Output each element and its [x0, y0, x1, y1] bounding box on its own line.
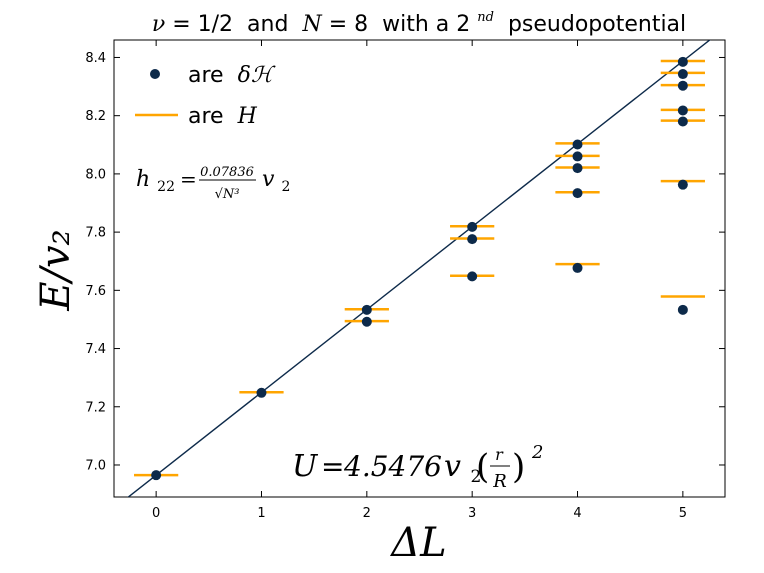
dh-point: [677, 304, 688, 315]
legend-entry-h-math: H: [237, 104, 258, 129]
y-tick-label: 7.6: [85, 284, 106, 299]
dh-point: [467, 271, 478, 282]
dh-point: [677, 69, 688, 80]
u-coef: 4.5476: [343, 450, 442, 483]
y-tick-label: 8.2: [85, 109, 106, 124]
u-eq: =: [321, 450, 344, 483]
h22-numerator: 0.07836: [200, 165, 254, 180]
h22-denominator: √N³: [215, 187, 240, 202]
dh-point: [677, 179, 688, 190]
u-frac-num: r: [495, 445, 504, 464]
title-nu-value: 1/2: [198, 12, 233, 37]
title-nu: ν: [152, 12, 165, 37]
x-tick-label: 4: [573, 506, 581, 521]
x-tick-label: 0: [152, 506, 160, 521]
title-superscript: nd: [477, 10, 494, 25]
plot-frame: [113, 39, 726, 498]
dh-point: [572, 262, 583, 273]
u-v-symbol: v: [444, 449, 461, 484]
title-rest: pseudopotential: [501, 12, 686, 37]
title-with: with a 2: [375, 12, 470, 37]
legend-entry-dh: are δℋ: [188, 63, 276, 88]
u-paren-left: (: [476, 447, 489, 487]
dh-point: [467, 221, 478, 232]
dh-point: [677, 80, 688, 91]
fit-line: [127, 40, 711, 497]
dh-point: [572, 151, 583, 162]
title-and: and: [240, 12, 295, 37]
h22-rhs: v 2: [262, 167, 290, 195]
u-paren-right: ): [512, 447, 525, 487]
title-n-value: 8: [354, 12, 368, 37]
y-axis-label: E/v₂: [33, 229, 79, 311]
u-v-sub: 2: [471, 467, 482, 487]
u-exp: 2: [531, 442, 543, 463]
title-n: N: [301, 12, 322, 37]
dh-point: [361, 304, 372, 315]
h22-eq: =: [180, 167, 197, 191]
h22-lhs-sub: 22: [157, 179, 175, 195]
dh-point: [151, 470, 162, 481]
y-tick-label: 8.4: [85, 51, 106, 66]
legend-entry-h-prefix: are: [188, 104, 231, 129]
dh-point: [677, 116, 688, 127]
dh-point: [256, 387, 267, 398]
dh-point: [572, 188, 583, 199]
legend-entry-dh-prefix: are: [188, 63, 231, 88]
y-tick-label: 7.2: [85, 400, 106, 415]
dh-point: [572, 139, 583, 150]
legend-dot-marker: [150, 69, 160, 79]
dh-point: [677, 105, 688, 116]
fit-layer: [127, 40, 711, 497]
y-tick-label: 8.0: [85, 167, 106, 182]
y-tick-label: 7.8: [85, 226, 106, 241]
x-axis-label: ΔL: [389, 520, 446, 566]
x-tick-label: 2: [363, 506, 371, 521]
h22-rhs-symbol: v: [262, 167, 275, 192]
dh-point: [677, 56, 688, 67]
legend-entry-h: are H: [188, 104, 258, 129]
legend-entry-dh-math: δℋ: [238, 63, 276, 88]
u-lhs: U: [292, 449, 319, 484]
dh-point: [572, 163, 583, 174]
y-tick-label: 7.4: [85, 342, 106, 357]
y-tick-label: 7.0: [85, 458, 106, 473]
u-frac-den: R: [492, 471, 507, 492]
u-annotation: U = 4.5476 v 2 ( r R ) 2: [292, 442, 543, 492]
x-tick-label: 5: [679, 506, 687, 521]
x-tick-label: 3: [468, 506, 476, 521]
h22-rhs-sub: 2: [281, 179, 290, 195]
dh-series-layer: [151, 56, 688, 481]
h22-annotation: h 22 = 0.07836 √N³ v 2: [136, 165, 290, 202]
dh-point: [467, 234, 478, 245]
title-nu-eq: =: [172, 12, 190, 37]
chart-title: ν = 1/2 and N = 8 with a 2 nd pseudopote…: [152, 2, 686, 37]
u-v: v 2: [444, 449, 481, 487]
ticks-layer: 0 1 2 3 4 5 7.0 7.2 7.4 7.6 7.8 8.0 8.2 8.4: [85, 40, 725, 521]
title-n-eq: =: [329, 12, 347, 37]
dh-point: [361, 316, 372, 327]
h22-lhs-symbol: h: [136, 167, 150, 192]
h22-lhs: h 22: [136, 167, 175, 195]
legend: are δℋ are H: [135, 63, 276, 129]
x-tick-label: 1: [257, 506, 265, 521]
